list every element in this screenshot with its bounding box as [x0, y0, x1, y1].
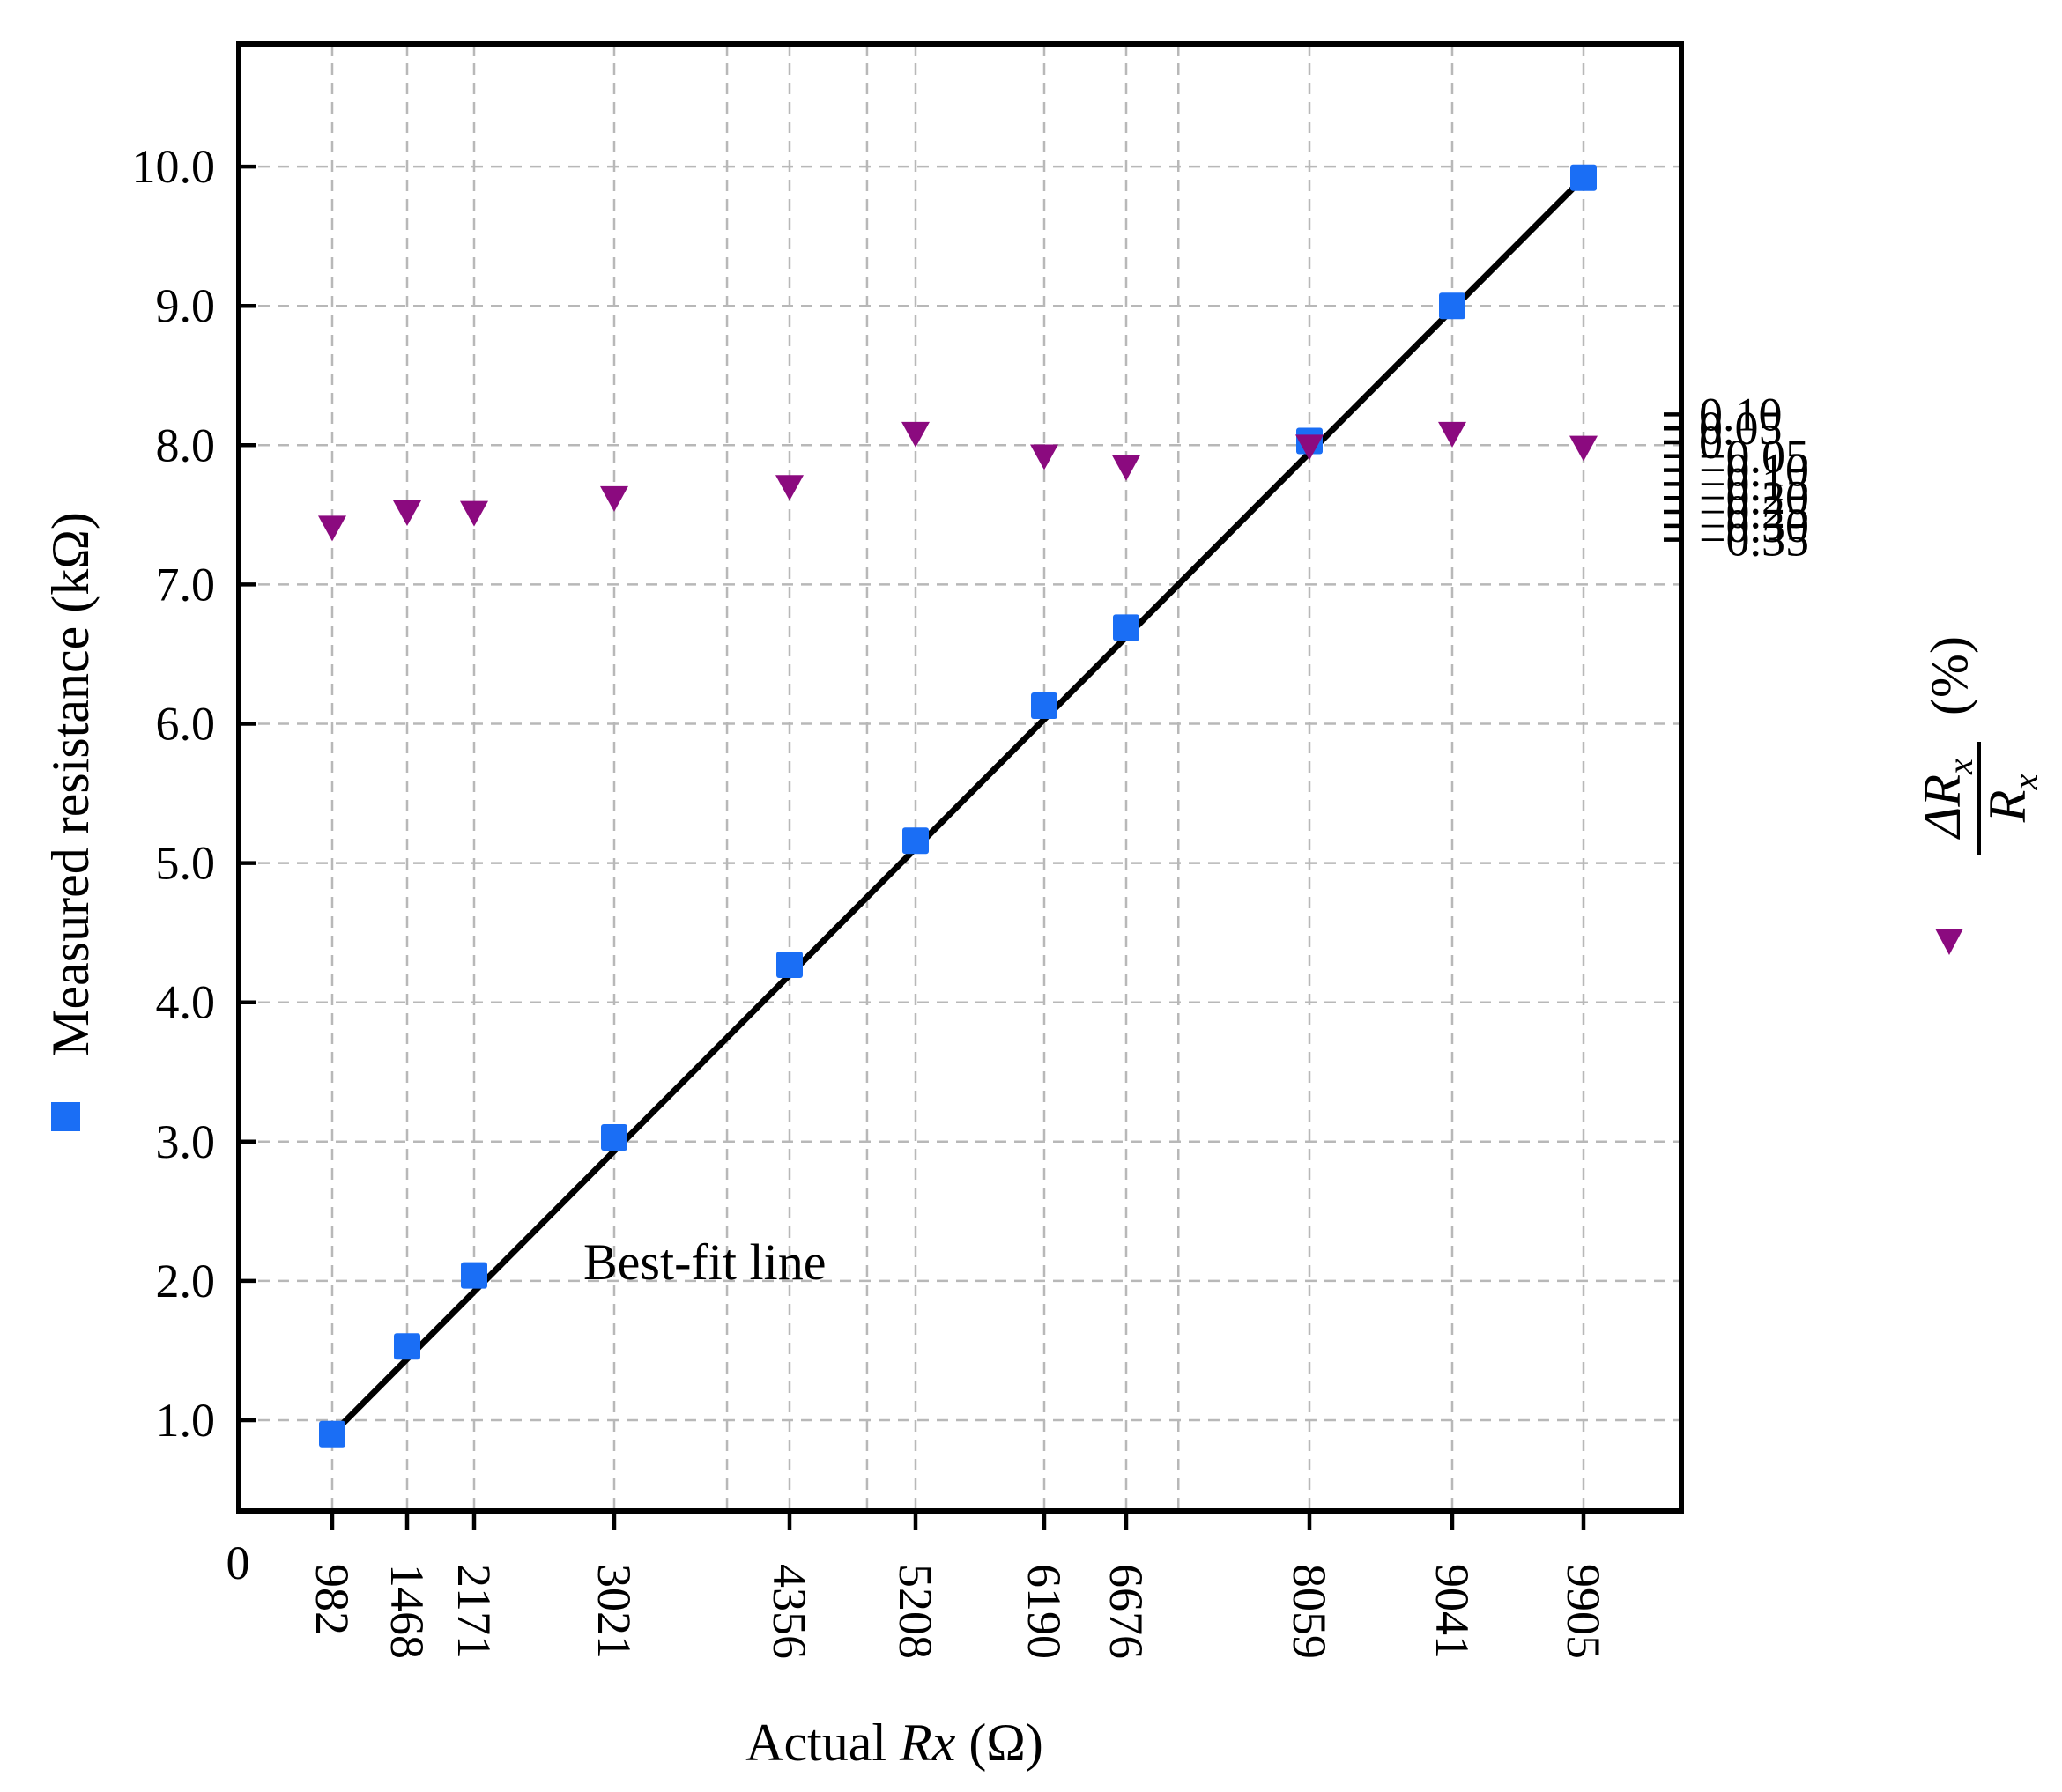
- right-axis-tick-label: −0.35: [1699, 514, 1809, 566]
- right-axis-tick-label: −0.05: [1699, 430, 1809, 483]
- error-point: [318, 515, 346, 542]
- best-fit-annotation: Best-fit line: [583, 1233, 826, 1291]
- measured-point: [1113, 614, 1139, 641]
- x-axis-tick-label: 4356: [763, 1564, 816, 1659]
- x-axis-tick-label: 1468: [381, 1564, 434, 1659]
- x-axis-origin-label: 0: [226, 1537, 250, 1589]
- measured-point: [1031, 692, 1057, 719]
- right-axis-tick-label: −0.20: [1699, 471, 1809, 524]
- left-axis-legend-square: [51, 1102, 80, 1131]
- error-point: [1112, 455, 1140, 481]
- left-axis-tick-label: 1.0: [156, 1394, 216, 1447]
- right-axis-title-sub-num: x: [1940, 759, 1980, 775]
- measured-point: [319, 1420, 345, 1448]
- right-axis-title-group: (%) ΔRx Rx: [1913, 636, 2045, 855]
- right-axis-title-sub-den: x: [2006, 774, 2045, 791]
- x-axis-tick-label: 8059: [1283, 1564, 1336, 1659]
- x-axis-title-unit: (Ω): [955, 1714, 1043, 1772]
- x-axis-tick-label: 982: [306, 1564, 359, 1635]
- right-axis-title-denominator: Rx: [1978, 774, 2045, 824]
- right-axis-tick-label: 0.10: [1699, 388, 1783, 441]
- error-point: [1030, 444, 1058, 470]
- grid: [239, 44, 1681, 1511]
- right-axis-title-r: R: [1978, 790, 2036, 824]
- error-point: [600, 485, 628, 512]
- right-axis-title-delta: ΔR: [1913, 774, 1971, 840]
- x-axis-tick-label: 9905: [1557, 1564, 1610, 1659]
- tick-labels: 1.02.03.04.05.06.07.08.09.010.00.100.050…: [132, 140, 1809, 1659]
- plot-frame: [236, 41, 1684, 1514]
- right-axis-tick-label: −0.30: [1699, 500, 1809, 552]
- axis-ticks: [239, 164, 1681, 1530]
- x-axis-tick-label: 6190: [1018, 1564, 1071, 1659]
- left-axis-title-group: Measured resistance (kΩ): [41, 512, 100, 1056]
- left-axis-title: Measured resistance (kΩ): [41, 512, 100, 1056]
- measured-point: [394, 1333, 420, 1360]
- x-axis-tick-label: 9041: [1426, 1564, 1479, 1659]
- right-axis-tick-label: 0.05: [1699, 402, 1783, 455]
- best-fit-line-layer: [330, 175, 1586, 1437]
- error-point: [1438, 421, 1466, 448]
- x-axis-title-symbol: Rx: [899, 1714, 956, 1772]
- x-axis-tick-label: 3021: [588, 1564, 641, 1659]
- left-axis-tick-label: 10.0: [132, 140, 216, 193]
- error-point: [775, 475, 804, 501]
- measured-point: [461, 1262, 487, 1289]
- x-axis-title: Actual Rx (Ω): [745, 1714, 1043, 1772]
- measured-point: [776, 952, 803, 979]
- measured-point: [601, 1124, 627, 1151]
- x-axis-tick-label: 2171: [448, 1564, 501, 1659]
- left-axis-tick-label: 3.0: [156, 1115, 216, 1168]
- right-axis-title-numerator: ΔRx: [1913, 759, 1980, 840]
- error-point: [1295, 434, 1324, 461]
- left-axis-tick-label: 8.0: [156, 418, 216, 471]
- right-axis-tick-label: −0.15: [1699, 457, 1809, 510]
- data-points: [318, 164, 1598, 1448]
- error-point: [1569, 435, 1598, 462]
- right-axis-tick-label: −0.10: [1699, 444, 1809, 497]
- left-axis-tick-label: 5.0: [156, 837, 216, 890]
- error-point: [393, 500, 421, 526]
- left-axis-tick-label: 7.0: [156, 558, 216, 611]
- left-axis-tick-label: 9.0: [156, 279, 216, 332]
- x-axis-title-prefix: Actual: [745, 1714, 900, 1772]
- error-point: [901, 421, 930, 448]
- x-axis-tick-label: 5208: [889, 1564, 942, 1659]
- right-axis-title-suffix: (%): [1920, 636, 1978, 715]
- left-axis-tick-label: 6.0: [156, 698, 216, 751]
- error-point: [460, 500, 488, 527]
- right-axis-legend-triangle: [1935, 929, 1963, 955]
- right-axis-tick-label: −0.25: [1699, 485, 1809, 538]
- measured-point: [1570, 164, 1597, 191]
- right-axis-tick-label: 0: [1699, 416, 1723, 469]
- measured-point: [902, 827, 929, 855]
- best-fit-line: [330, 175, 1586, 1437]
- left-axis-tick-label: 4.0: [156, 976, 216, 1029]
- left-axis-tick-label: 2.0: [156, 1255, 216, 1307]
- x-axis-tick-label: 6676: [1100, 1564, 1153, 1659]
- measured-point: [1439, 292, 1465, 320]
